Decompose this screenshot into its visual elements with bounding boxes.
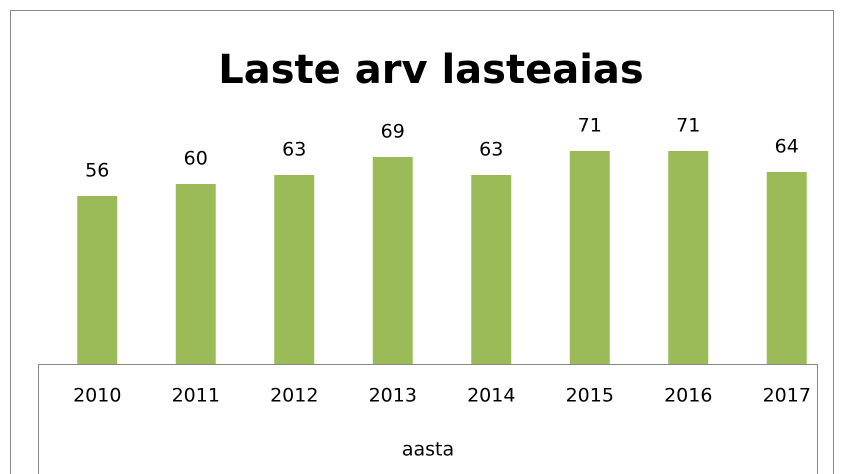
bar [175,184,216,364]
x-tick-label: 2014 [467,385,515,407]
data-label: 63 [479,139,503,161]
data-label: 71 [676,115,700,137]
chart-title: Laste arv lasteaias [218,47,643,93]
data-label: 64 [775,136,799,158]
data-label: 60 [184,148,208,170]
bar [668,151,709,364]
x-tick-label: 2011 [172,385,220,407]
x-tick-label: 2017 [763,385,811,407]
data-label: 56 [85,160,109,182]
data-label: 69 [381,121,405,143]
bar [372,157,413,364]
bar [766,172,807,364]
bar [77,196,118,364]
data-label: 71 [578,115,602,137]
bar [471,175,512,364]
x-tick-label: 2013 [369,385,417,407]
x-tick-label: 2016 [664,385,712,407]
x-tick-label: 2015 [566,385,614,407]
bar [569,151,610,364]
x-tick-label: 2012 [270,385,318,407]
data-label: 63 [282,139,306,161]
x-tick-label: 2010 [73,385,121,407]
x-axis-label: aasta [402,439,454,461]
bar [274,175,315,364]
